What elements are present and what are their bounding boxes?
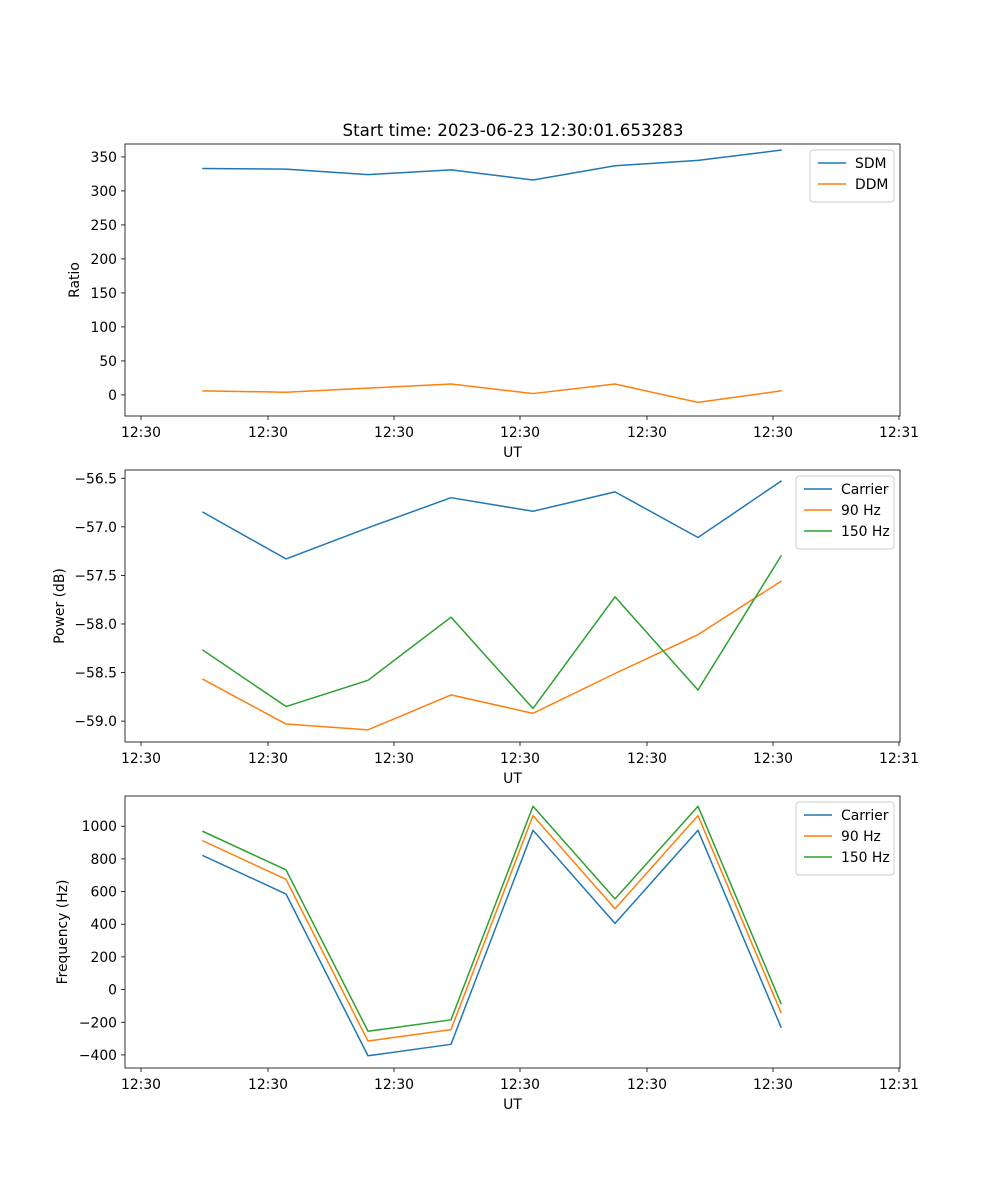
y-tick-label: 1000 [82, 819, 117, 835]
series-line-150-hz [202, 805, 782, 1032]
y-tick-label: −57.5 [74, 568, 117, 584]
y-tick-label: −58.0 [74, 617, 117, 633]
legend: Carrier 90 Hz 150 Hz [795, 801, 895, 876]
x-tick-label: 12:31 [879, 1077, 919, 1093]
subplot-3: 12:30 12:30 12:30 12:30 12:30 12:30 12:31 −400 −… [55, 795, 919, 1113]
legend-label: Carrier [841, 808, 889, 824]
x-tick-label: 12:30 [753, 1077, 793, 1093]
y-tick-label: 150 [90, 286, 117, 302]
x-tick-label: 12:30 [374, 1077, 414, 1093]
y-tick-label: 300 [90, 184, 117, 200]
y-tick-label: 250 [90, 218, 117, 234]
y-tick-label: −59.0 [74, 714, 117, 730]
y-tick-label: 200 [90, 950, 117, 966]
legend: Carrier 90 Hz 150 Hz [795, 475, 895, 550]
y-tick-label: 200 [90, 252, 117, 268]
series-line-90-hz [202, 814, 782, 1042]
legend-label: Carrier [841, 482, 889, 498]
y-tick-label: −400 [79, 1048, 117, 1064]
series-line-carrier [202, 829, 782, 1057]
x-tick-label: 12:30 [374, 425, 414, 441]
x-axis-label: UT [503, 1097, 522, 1113]
subplot-1: 12:30 12:30 12:30 12:30 12:30 12:30 12:31 0 50 10… [67, 143, 919, 461]
x-tick-label: 12:30 [500, 751, 540, 767]
subplot-2: 12:30 12:30 12:30 12:30 12:30 12:30 12:31 −59.0… [52, 469, 919, 787]
x-tick-label: 12:30 [500, 425, 540, 441]
x-tick-label: 12:30 [500, 1077, 540, 1093]
x-tick-label: 12:31 [879, 425, 919, 441]
legend-label: SDM [855, 156, 887, 172]
y-axis-label: Frequency (Hz) [55, 880, 71, 985]
legend-label: 90 Hz [841, 829, 881, 845]
series-lines [201, 480, 783, 731]
y-tick-label: 50 [99, 354, 117, 370]
x-tick-label: 12:30 [248, 425, 288, 441]
x-tick-label: 12:30 [753, 425, 793, 441]
y-axis-label: Ratio [67, 262, 83, 298]
x-axis-label: UT [503, 771, 522, 787]
x-axis-label: UT [503, 445, 522, 461]
series-line-sdm [202, 149, 782, 181]
x-tick-label: 12:30 [248, 751, 288, 767]
legend-label: 150 Hz [841, 524, 890, 540]
x-tick-label: 12:30 [627, 751, 667, 767]
x-tick-label: 12:30 [374, 751, 414, 767]
legend-label: 90 Hz [841, 503, 881, 519]
y-tick-label: 100 [90, 320, 117, 336]
series-lines [202, 805, 782, 1057]
y-tick-label: −56.5 [74, 471, 117, 487]
y-tick-label: 600 [90, 885, 117, 901]
y-tick-label: −200 [79, 1015, 117, 1031]
axes-frame [124, 795, 901, 1069]
series-line-90-hz [201, 580, 783, 731]
x-tick-label: 12:30 [121, 425, 161, 441]
y-tick-label: 800 [90, 852, 117, 868]
x-tick-label: 12:30 [627, 1077, 667, 1093]
legend: SDM DDM [809, 149, 895, 203]
y-tick-label: −58.5 [74, 666, 117, 682]
series-lines [202, 149, 782, 404]
axes-frame [124, 143, 901, 417]
y-tick-label: 400 [90, 917, 117, 933]
y-tick-label: 0 [108, 983, 117, 999]
series-line-150-hz [201, 554, 783, 710]
x-tick-label: 12:31 [879, 751, 919, 767]
series-line-carrier [201, 480, 783, 560]
y-axis-label: Power (dB) [52, 568, 68, 644]
x-tick-label: 12:30 [248, 1077, 288, 1093]
y-tick-label: 350 [90, 150, 117, 166]
x-tick-label: 12:30 [121, 751, 161, 767]
legend-label: DDM [855, 177, 888, 193]
x-tick-label: 12:30 [121, 1077, 161, 1093]
series-line-ddm [202, 383, 782, 404]
x-tick-label: 12:30 [627, 425, 667, 441]
axes-frame [124, 469, 901, 743]
legend-label: 150 Hz [841, 850, 890, 866]
figure-title: Start time: 2023-06-23 12:30:01.653283 [343, 120, 684, 140]
y-tick-label: −57.0 [74, 520, 117, 536]
x-tick-label: 12:30 [753, 751, 793, 767]
y-tick-label: 0 [108, 388, 117, 404]
